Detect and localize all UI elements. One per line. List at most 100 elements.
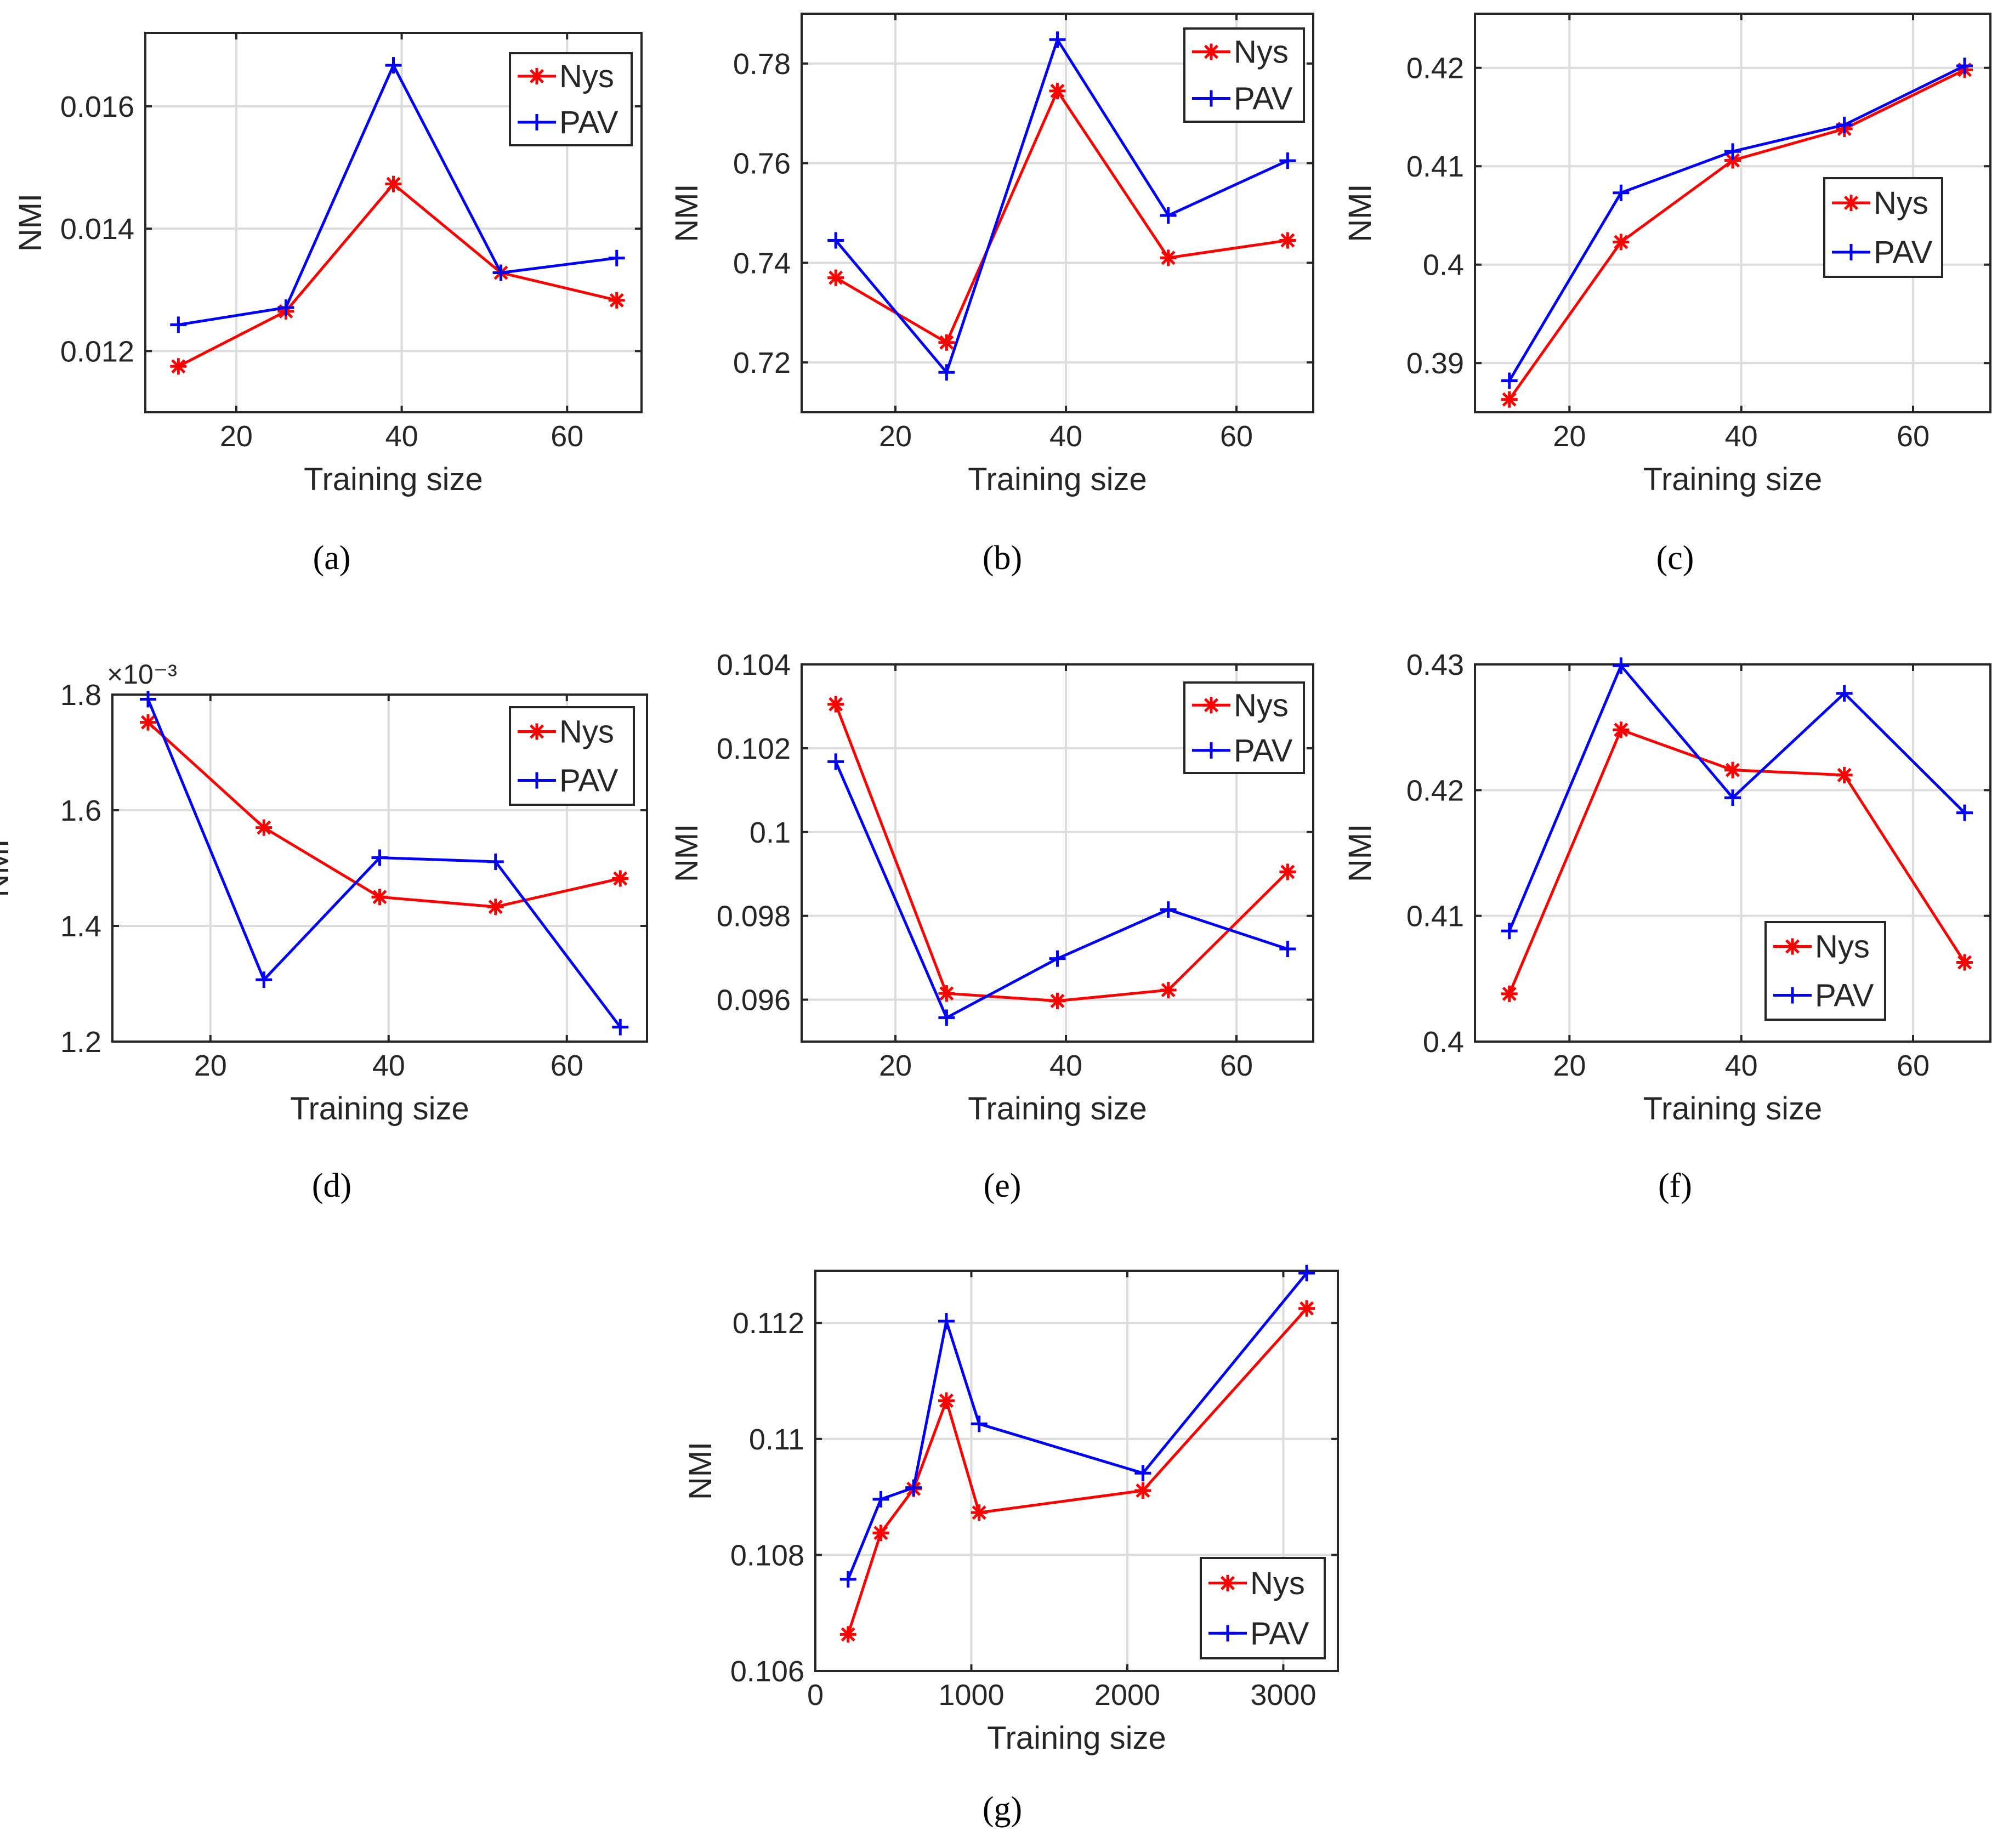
y-axis-label: NMI (1342, 184, 1378, 242)
data-point-nys (608, 292, 625, 309)
y-tick-label: 0.11 (749, 1423, 804, 1456)
y-tick-label: 0.42 (1406, 774, 1464, 807)
y-tick-label: 1.8 (60, 679, 101, 712)
data-point-nys (487, 899, 504, 916)
legend-marker-pav (529, 114, 545, 130)
data-point-nys (1049, 992, 1066, 1009)
legend-marker-nys (1203, 697, 1219, 714)
axes-frame (801, 663, 1314, 1043)
legend-label-nys: Nys (1234, 687, 1289, 723)
legend: Nys PAV (1183, 27, 1305, 123)
axes-frame (801, 13, 1314, 413)
y-axis-label: NMI (13, 194, 48, 252)
legend-marker-nys (529, 723, 545, 740)
data-point-nys (170, 358, 187, 375)
data-point-pav (1613, 184, 1630, 201)
legend-marker-pav (1203, 742, 1219, 759)
data-point-pav (872, 1491, 889, 1508)
y-exponent-label: ×10⁻³ (107, 659, 177, 690)
data-point-nys (1724, 152, 1741, 169)
axes-frame (1474, 663, 1991, 1043)
x-tick-label: 40 (385, 420, 418, 453)
y-tick-label: 1.4 (60, 910, 101, 943)
x-tick-label: 20 (194, 1049, 227, 1082)
legend: Nys PAV (1764, 921, 1886, 1021)
data-point-pav (1279, 152, 1296, 169)
data-point-pav (938, 1009, 955, 1026)
legend-box (1183, 681, 1305, 774)
legend-label-pav: PAV (559, 105, 619, 140)
legend: Nys PAV (1183, 681, 1305, 774)
data-point-pav (1724, 789, 1741, 806)
data-point-nys (1279, 863, 1296, 880)
data-point-nys (1956, 954, 1973, 971)
axes-frame (111, 693, 648, 1043)
x-tick-label: 40 (372, 1049, 405, 1082)
y-tick-label: 0.4 (1423, 249, 1464, 282)
legend-box (1823, 177, 1943, 278)
y-tick-label: 1.2 (60, 1026, 101, 1059)
axes-frame (144, 32, 643, 413)
y-tick-label: 0.104 (717, 649, 791, 681)
y-tick-label: 0.72 (733, 346, 791, 379)
x-tick-label: 60 (1897, 1049, 1930, 1082)
data-point-nys (938, 985, 955, 1002)
axes-frame (814, 1270, 1339, 1672)
data-point-pav (1836, 685, 1853, 702)
data-point-nys (1613, 721, 1630, 738)
data-point-pav (971, 1415, 988, 1432)
y-axis-label: NMI (0, 839, 15, 897)
legend-label-pav: PAV (1815, 978, 1874, 1014)
legend: Nys PAV (509, 52, 633, 146)
data-point-nys (1501, 985, 1518, 1002)
x-tick-label: 60 (1220, 1049, 1253, 1082)
data-point-pav (1049, 31, 1066, 48)
x-tick-label: 20 (879, 1049, 912, 1082)
data-point-nys (612, 870, 629, 887)
data-point-nys (872, 1525, 889, 1542)
y-tick-label: 0.014 (60, 213, 134, 246)
legend-label-pav: PAV (1874, 235, 1933, 270)
y-tick-label: 0.41 (1406, 900, 1464, 933)
data-point-pav (839, 1571, 856, 1588)
data-point-pav (1724, 143, 1741, 160)
panel-caption: (b) (983, 539, 1022, 577)
y-tick-label: 0.76 (733, 147, 791, 180)
data-point-pav (1956, 58, 1973, 75)
data-point-nys (938, 1392, 955, 1409)
chart-panel-a: 20 40 60 0.012 0.014 0.016 Training size NMI Nys… (13, 32, 643, 577)
x-axis-label: Training size (304, 462, 483, 497)
data-point-pav (277, 299, 294, 316)
legend: Nys PAV (1823, 177, 1943, 278)
legend-label-nys: Nys (1234, 35, 1289, 70)
data-point-pav (1160, 207, 1177, 224)
legend-box (509, 52, 633, 146)
panel-caption: (g) (983, 1790, 1022, 1828)
plot-area (1475, 664, 1990, 1042)
y-tick-label: 0.43 (1406, 649, 1464, 681)
y-tick-label: 0.78 (733, 48, 791, 81)
y-tick-label: 0.42 (1406, 52, 1464, 85)
x-tick-label: 60 (1220, 420, 1253, 453)
legend-box (1200, 1557, 1326, 1659)
data-point-nys (1613, 234, 1630, 251)
data-point-nys (1279, 232, 1296, 249)
data-point-pav (170, 316, 187, 333)
data-point-pav (612, 1019, 629, 1036)
data-point-pav (1501, 923, 1518, 940)
x-tick-label: 40 (1725, 1049, 1758, 1082)
panel-caption: (e) (984, 1167, 1022, 1204)
data-point-pav (1134, 1465, 1151, 1482)
data-point-pav (1279, 941, 1296, 958)
x-tick-label: 3000 (1250, 1679, 1316, 1711)
data-point-nys (971, 1504, 988, 1521)
x-axis-label: Training size (968, 1091, 1147, 1127)
x-tick-label: 40 (1725, 420, 1758, 453)
chart-panel-g: 0 1000 2000 3000 0.106 0.108 0.11 0.112 Training… (683, 1265, 1339, 1828)
data-point-pav (1613, 657, 1630, 674)
legend: Nys PAV (509, 706, 635, 806)
data-point-pav (1298, 1265, 1315, 1282)
data-point-nys (1501, 391, 1518, 408)
legend: Nys PAV (1200, 1557, 1326, 1659)
